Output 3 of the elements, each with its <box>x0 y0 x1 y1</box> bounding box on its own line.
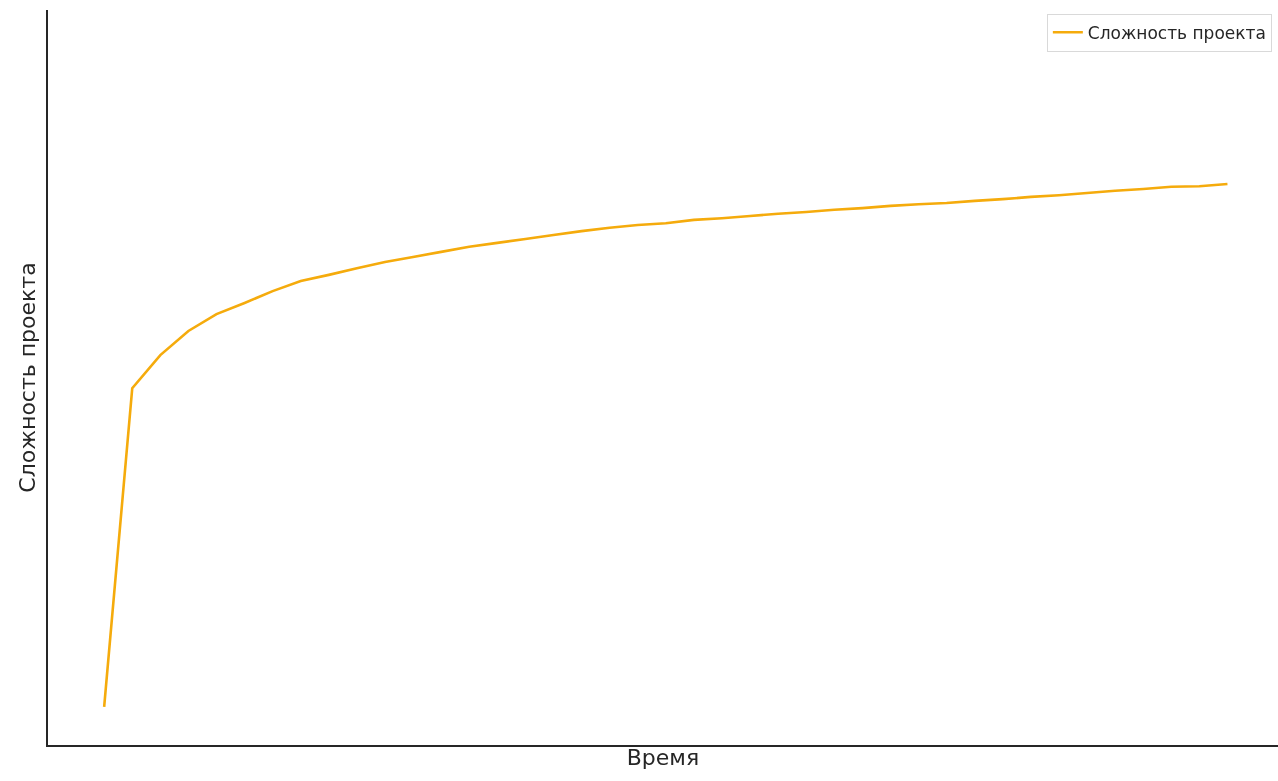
legend-label: Сложность проекта <box>1087 22 1266 43</box>
y-axis-title: Сложность проекта <box>15 262 41 493</box>
x-axis-title: Время <box>626 745 700 771</box>
